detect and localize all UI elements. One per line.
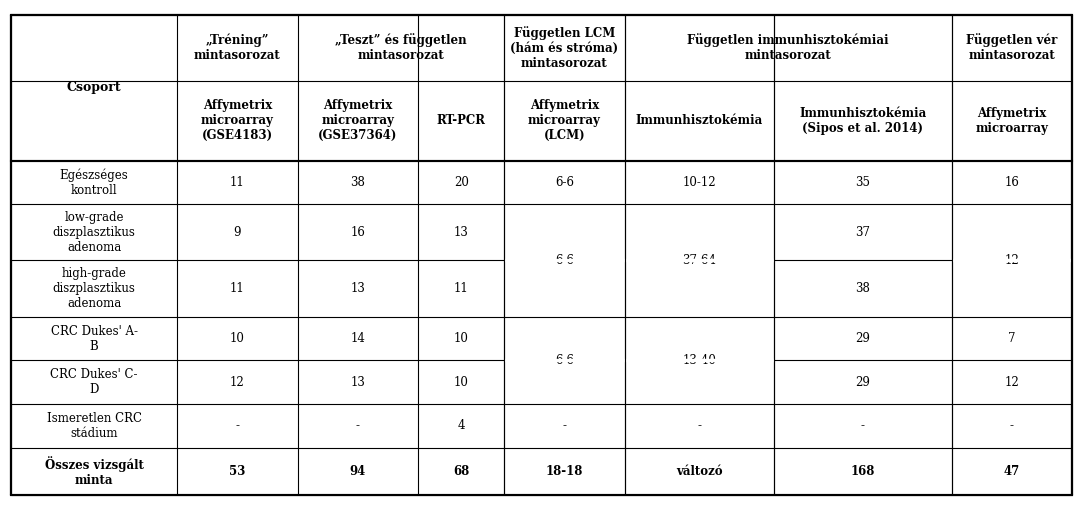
Text: 16: 16	[351, 226, 365, 239]
Text: 29: 29	[856, 376, 871, 389]
Text: Csoport: Csoport	[67, 81, 121, 94]
Text: 14: 14	[351, 332, 365, 345]
Text: 12: 12	[1005, 376, 1019, 389]
Text: low-grade
diszplasztikus
adenoma: low-grade diszplasztikus adenoma	[53, 211, 135, 254]
Text: Immunhisztokémia: Immunhisztokémia	[636, 114, 762, 127]
Text: Ismeretlen CRC
stádium: Ismeretlen CRC stádium	[47, 412, 142, 440]
Text: Független immunhisztokémiai
mintasorozat: Független immunhisztokémiai mintasorozat	[688, 33, 889, 62]
Text: RT-PCR: RT-PCR	[436, 114, 485, 127]
Text: 13: 13	[351, 376, 365, 389]
Text: Affymetrix
microarray
(GSE37364): Affymetrix microarray (GSE37364)	[318, 99, 397, 142]
Text: 16: 16	[1005, 176, 1019, 189]
Text: 13: 13	[351, 282, 365, 295]
Text: 6-6: 6-6	[554, 176, 574, 189]
Text: 38: 38	[351, 176, 365, 189]
Text: 68: 68	[453, 465, 469, 478]
Text: Affymetrix
microarray
(GSE4183): Affymetrix microarray (GSE4183)	[201, 99, 274, 142]
Text: 35: 35	[856, 176, 871, 189]
Text: 4: 4	[457, 419, 465, 432]
Text: 20: 20	[454, 176, 469, 189]
Text: 10: 10	[230, 332, 245, 345]
Text: 37-64: 37-64	[682, 254, 716, 267]
Text: 38: 38	[856, 282, 871, 295]
Text: 18-18: 18-18	[546, 465, 583, 478]
Text: CRC Dukes' A-
B: CRC Dukes' A- B	[51, 325, 138, 352]
Text: 94: 94	[350, 465, 366, 478]
Text: 11: 11	[230, 282, 245, 295]
Text: Immunhisztokémia
(Sipos et al. 2014): Immunhisztokémia (Sipos et al. 2014)	[799, 107, 926, 134]
Text: 13: 13	[454, 226, 469, 239]
Text: -: -	[235, 419, 239, 432]
Text: 37: 37	[856, 226, 871, 239]
Text: Egészséges
kontroll: Egészséges kontroll	[60, 168, 129, 196]
Text: 12: 12	[1005, 254, 1019, 267]
Text: 12: 12	[230, 376, 245, 389]
Text: változó: változó	[676, 465, 722, 478]
Text: 7: 7	[1008, 332, 1016, 345]
Text: 10: 10	[454, 332, 469, 345]
Text: „Teszt” és független
mintasorozat: „Teszt” és független mintasorozat	[335, 33, 467, 62]
Text: -: -	[562, 419, 566, 432]
Text: 11: 11	[230, 176, 245, 189]
Text: -: -	[1010, 419, 1014, 432]
Text: „Tréning”
mintasorozat: „Tréning” mintasorozat	[194, 34, 280, 62]
Text: 6-6: 6-6	[554, 354, 574, 367]
Text: 168: 168	[850, 465, 875, 478]
Text: 11: 11	[454, 282, 469, 295]
Text: 10: 10	[454, 376, 469, 389]
Text: Affymetrix
microarray: Affymetrix microarray	[976, 107, 1048, 134]
Text: 6-6: 6-6	[554, 254, 574, 267]
Text: 53: 53	[230, 465, 246, 478]
Text: 47: 47	[1004, 465, 1020, 478]
Text: -: -	[697, 419, 702, 432]
Text: 9: 9	[234, 226, 242, 239]
Text: Független vér
mintasorozat: Független vér mintasorozat	[966, 33, 1058, 62]
Text: 10-12: 10-12	[682, 176, 716, 189]
Text: Független LCM
(hám és stróma)
mintasorozat: Független LCM (hám és stróma) mintasoroz…	[510, 26, 618, 70]
Text: CRC Dukes' C-
D: CRC Dukes' C- D	[50, 368, 138, 396]
Text: Affymetrix
microarray
(LCM): Affymetrix microarray (LCM)	[529, 99, 601, 142]
Text: 29: 29	[856, 332, 871, 345]
Text: 13-40: 13-40	[682, 354, 716, 367]
Text: Összes vizsgált
minta: Összes vizsgált minta	[44, 456, 143, 487]
Text: -: -	[356, 419, 360, 432]
Text: high-grade
diszplasztikus
adenoma: high-grade diszplasztikus adenoma	[53, 267, 135, 310]
Text: -: -	[861, 419, 864, 432]
